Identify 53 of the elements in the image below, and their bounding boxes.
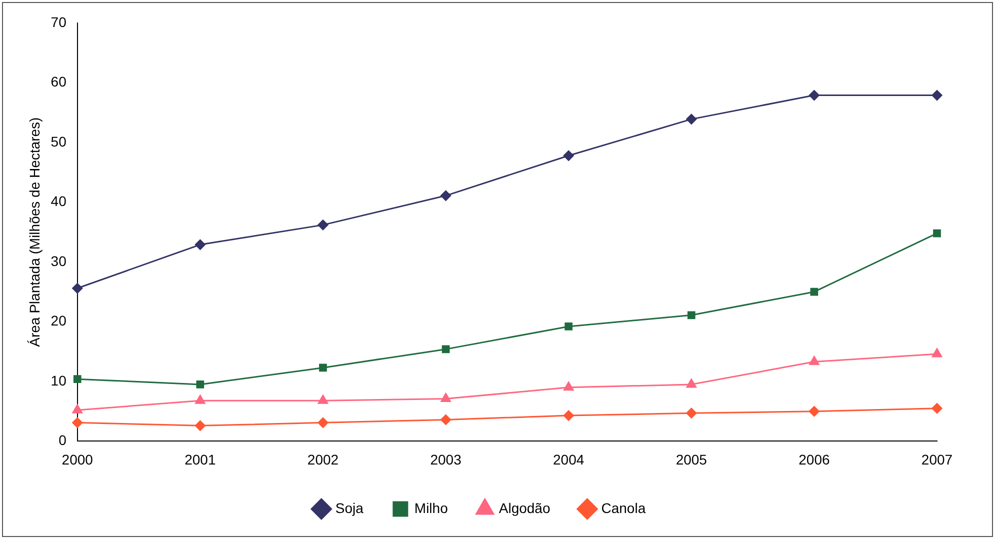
x-tick-label: 2003: [430, 451, 462, 468]
x-tick-label: 2004: [553, 451, 584, 468]
point: [686, 408, 697, 418]
point: [686, 378, 696, 388]
point: [808, 90, 820, 101]
point: [318, 394, 328, 404]
point: [933, 229, 941, 238]
point: [319, 364, 327, 372]
point: [932, 403, 942, 414]
point: [440, 414, 452, 425]
legend-label: Algodão: [498, 500, 550, 516]
point: [318, 417, 328, 428]
point: [808, 406, 820, 417]
y-axis-title: Área Plantada (Milhões de Hectares): [26, 117, 42, 347]
x-tick-label: 2006: [798, 451, 830, 468]
point: [72, 404, 82, 414]
point: [72, 417, 83, 428]
point: [194, 420, 206, 431]
point: [564, 322, 573, 330]
point: [194, 239, 206, 250]
point: [563, 410, 574, 421]
x-tick-label: 2000: [62, 451, 94, 468]
y-tick-label: 70: [50, 14, 67, 30]
y-tick-label: 10: [50, 372, 67, 388]
x-tick-label: 2007: [921, 451, 953, 468]
y-tick-label: 60: [50, 74, 67, 90]
legend-label: Milho: [414, 500, 448, 516]
point: [195, 394, 206, 404]
point: [318, 220, 328, 230]
y-tick-label: 50: [50, 133, 67, 150]
y-tick-label: 40: [50, 193, 67, 210]
x-tick-label: 2002: [307, 451, 339, 468]
legend-label: Canola: [601, 500, 646, 516]
point: [563, 150, 574, 161]
point: [73, 375, 82, 383]
point: [809, 356, 820, 365]
x-tick-label: 2001: [184, 451, 216, 468]
legend-label: Soja: [335, 500, 364, 516]
point: [442, 345, 450, 354]
point: [440, 393, 451, 402]
point: [687, 311, 696, 320]
point: [564, 382, 574, 391]
point: [686, 114, 697, 124]
x-tick-label: 2005: [676, 451, 708, 468]
point: [440, 190, 452, 201]
point: [932, 348, 942, 358]
y-tick-label: 20: [50, 312, 67, 329]
point: [72, 283, 83, 294]
y-tick-label: 0: [58, 432, 67, 448]
point: [810, 288, 818, 296]
point: [932, 90, 942, 101]
point: [196, 380, 204, 388]
y-tick-label: 30: [50, 252, 67, 269]
